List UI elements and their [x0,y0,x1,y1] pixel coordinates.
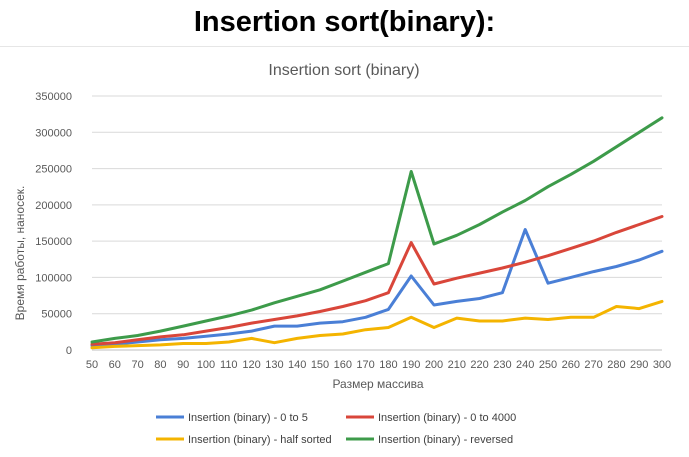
x-tick-label: 290 [630,359,648,371]
y-tick-label: 150000 [35,236,72,248]
x-tick-label: 230 [493,359,511,371]
x-tick-label: 210 [448,359,466,371]
x-tick-label: 90 [177,359,189,371]
x-tick-label: 300 [653,359,671,371]
x-axis-ticks: 50 60 70 80 90 100 110 120 130 140 150 160 170 180 190… [86,359,671,371]
legend-label: Insertion (binary) - 0 to 5 [188,412,308,424]
x-tick-label: 120 [242,359,260,371]
y-tick-label: 100000 [35,272,72,284]
x-tick-label: 160 [334,359,352,371]
x-tick-label: 80 [154,359,166,371]
x-tick-label: 260 [562,359,580,371]
x-tick-label: 110 [220,359,238,371]
x-tick-label: 70 [131,359,143,371]
series-line [90,215,664,346]
y-tick-label: 200000 [35,200,72,212]
page-heading: Insertion sort(binary): [193,6,496,38]
x-tick-label: 240 [516,359,534,371]
x-tick-label: 100 [197,359,215,371]
y-axis-title: Время работы, наносек. [13,186,27,321]
y-tick-label: 50000 [41,309,72,321]
y-tick-label: 350000 [35,91,72,103]
x-tick-label: 150 [311,359,329,371]
x-tick-label: 270 [584,359,602,371]
x-axis-title: Размер массива [332,377,423,391]
y-tick-label: 0 [66,345,72,357]
series-line [90,299,664,350]
x-tick-label: 130 [265,359,283,371]
x-tick-label: 280 [607,359,625,371]
series-line [90,228,664,348]
legend-label: Insertion (binary) - 0 to 4000 [378,412,516,424]
x-tick-label: 60 [109,359,121,371]
series-lines [90,116,664,350]
legend-label: Insertion (binary) - reversed [378,434,513,446]
y-axis-ticks: 0 50000 100000 150000 200000 250000 300000 3500… [35,91,72,357]
x-tick-label: 250 [539,359,557,371]
x-tick-label: 200 [425,359,443,371]
gridlines [92,95,662,351]
chart-panel: Insertion sort (binary) 0 50000 100000 1500… [0,46,689,457]
x-tick-label: 180 [379,359,397,371]
x-tick-label: 140 [288,359,306,371]
line-chart: Insertion sort (binary) 0500001000001500… [13,62,671,446]
legend: Insertion (binary) - 0 to 5 Insertion (bi… [156,412,516,446]
chart-title: Insertion sort (binary) [268,62,419,79]
series-line [90,116,664,344]
x-tick-label: 220 [470,359,488,371]
x-tick-label: 190 [402,359,420,371]
legend-label: Insertion (binary) - half sorted [188,434,332,446]
x-tick-label: 170 [356,359,374,371]
y-tick-label: 300000 [35,127,72,139]
x-tick-label: 50 [86,359,98,371]
y-tick-label: 250000 [35,164,72,176]
